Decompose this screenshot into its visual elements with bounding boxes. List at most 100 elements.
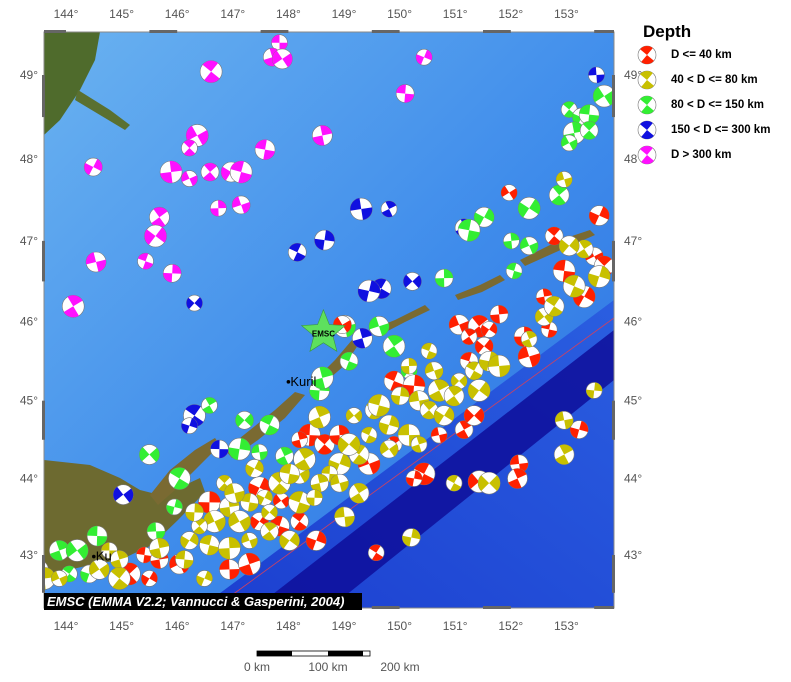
earthquake-beachball	[271, 48, 293, 70]
lon-tick-label: 147°	[220, 7, 245, 21]
earthquake-beachball	[400, 357, 418, 375]
earthquake-beachball	[380, 200, 398, 218]
earthquake-beachball	[228, 510, 251, 533]
earthquake-beachball	[367, 544, 385, 562]
lon-tick-label: 145°	[109, 7, 134, 21]
earthquake-beachball	[430, 426, 448, 444]
earthquake-beachball	[562, 274, 586, 298]
legend-item: 40 < D <= 80 km	[636, 67, 791, 92]
earthquake-beachball	[149, 537, 170, 559]
earthquake-beachball	[312, 125, 333, 146]
earthquake-beachball	[149, 206, 170, 228]
earthquake-beachball	[238, 552, 261, 576]
earthquake-beachball	[168, 467, 191, 490]
lon-tick-label: 148°	[276, 619, 301, 633]
sakhalin-peninsula	[75, 90, 130, 130]
island	[455, 275, 505, 300]
beachball-icon	[637, 45, 657, 64]
earthquake-beachball	[198, 491, 221, 514]
earthquake-beachball	[434, 268, 454, 288]
earthquake-beachball	[261, 504, 278, 521]
lon-tick-label: 149°	[332, 7, 357, 21]
lat-tick-label: 44°	[20, 471, 38, 485]
earthquake-beachball	[290, 512, 309, 531]
earthquake-beachball	[310, 473, 329, 493]
earthquake-beachball	[330, 473, 349, 493]
lon-tick-label: 144°	[54, 7, 79, 21]
earthquake-beachball	[401, 528, 421, 547]
earthquake-beachball	[360, 426, 378, 444]
earthquake-beachball	[180, 531, 199, 550]
earthquake-beachball	[108, 567, 131, 590]
earthquake-beachball	[210, 199, 227, 217]
earthquake-beachball	[382, 334, 406, 358]
earthquake-beachball	[224, 482, 245, 504]
lat-tick-label: 44°	[624, 471, 642, 485]
earthquake-beachball	[519, 236, 539, 256]
earthquake-beachball	[201, 397, 218, 414]
lat-tick-label: 45°	[20, 394, 38, 408]
earthquake-beachball	[357, 279, 381, 303]
lat-tick-label: 47°	[20, 234, 38, 248]
legend-item: 80 < D <= 150 km	[636, 92, 791, 117]
earthquake-beachball	[196, 570, 213, 587]
earthquake-beachball	[291, 431, 308, 449]
earthquake-beachball	[271, 34, 288, 52]
earthquake-beachball	[51, 570, 68, 587]
earthquake-beachball	[403, 272, 422, 291]
beachball-icon	[637, 95, 657, 114]
earthquake-beachball	[560, 134, 578, 152]
earthquake-beachball	[405, 470, 423, 487]
lon-tick-label: 146°	[165, 619, 190, 633]
earthquake-beachball	[460, 328, 478, 345]
earthquake-beachball	[420, 342, 438, 360]
earthquake-beachball	[235, 410, 254, 430]
earthquake-beachball	[141, 570, 158, 587]
place-label: Ku	[96, 549, 112, 564]
lat-tick-label: 46°	[20, 315, 38, 329]
earthquake-beachball	[229, 160, 253, 184]
lon-tick-label: 152°	[498, 7, 523, 21]
earthquake-beachball	[574, 239, 594, 259]
legend-item: D > 300 km	[636, 142, 791, 167]
earthquake-beachball	[162, 264, 182, 283]
earthquake-beachball	[181, 139, 198, 157]
earthquake-beachball	[272, 492, 290, 510]
legend-beachball	[637, 145, 657, 164]
earthquake-beachball	[256, 489, 273, 507]
lon-tick-label: 150°	[387, 7, 412, 21]
earthquake-beachball	[314, 229, 335, 251]
kuril-trench	[255, 330, 614, 608]
legend-item: 150 < D <= 300 km	[636, 117, 791, 142]
earthquake-beachball	[146, 522, 166, 541]
lat-tick-label: 47°	[624, 234, 642, 248]
sakhalin-land	[44, 32, 100, 135]
earthquake-beachball	[287, 242, 307, 262]
earthquake-beachball	[415, 48, 433, 66]
earthquake-beachball	[199, 534, 220, 556]
earthquake-beachball	[181, 170, 198, 187]
lon-tick-label: 153°	[554, 7, 579, 21]
lat-tick-label: 43°	[20, 548, 38, 562]
earthquake-beachball	[181, 417, 198, 435]
place-dot	[92, 554, 96, 559]
earthquake-beachball	[254, 139, 276, 160]
earthquake-beachball	[427, 379, 451, 402]
place-label: Kuril	[290, 374, 316, 389]
earthquake-beachball	[314, 434, 335, 455]
earthquake-beachball	[251, 443, 268, 461]
earthquake-beachball	[308, 405, 331, 429]
earthquake-beachball	[477, 471, 501, 495]
earthquake-beachball	[368, 316, 390, 337]
earthquake-beachball	[558, 235, 580, 257]
earthquake-beachball	[186, 294, 203, 312]
earthquake-beachball	[544, 226, 564, 246]
earthquake-beachball	[231, 195, 251, 215]
earthquake-beachball	[390, 386, 410, 406]
earthquake-beachball	[367, 394, 391, 417]
place-labels: Kuril Ku	[92, 374, 317, 564]
legend-label: D <= 40 km	[671, 48, 732, 61]
earthquake-beachball	[144, 224, 167, 248]
earthquake-events	[44, 34, 614, 590]
legend-beachball	[637, 120, 657, 139]
